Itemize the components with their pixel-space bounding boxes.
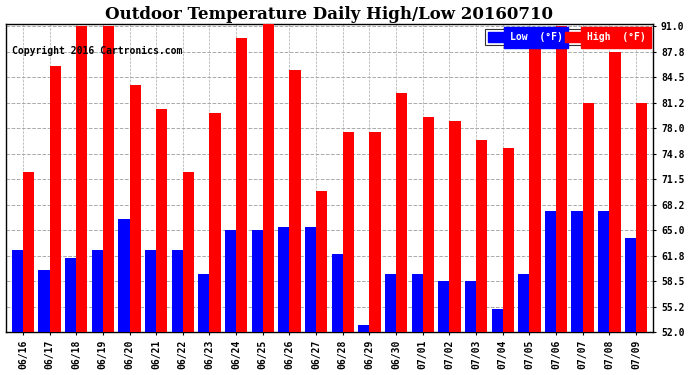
Bar [263, 22, 274, 332]
Bar [92, 250, 103, 332]
Bar [289, 70, 301, 332]
Bar [316, 191, 327, 332]
Bar [50, 66, 61, 332]
Bar [76, 27, 88, 332]
Bar [385, 274, 396, 332]
Bar [411, 274, 423, 332]
Bar [305, 226, 316, 332]
Bar [332, 254, 343, 332]
Bar [39, 270, 50, 332]
Bar [438, 281, 449, 332]
Bar [529, 46, 540, 332]
Bar [465, 281, 476, 332]
Bar [343, 132, 354, 332]
Bar [12, 250, 23, 332]
Bar [130, 85, 141, 332]
Bar [556, 27, 567, 332]
Bar [545, 211, 556, 332]
Bar [172, 250, 183, 332]
Bar [23, 172, 34, 332]
Bar [369, 132, 381, 332]
Bar [118, 219, 130, 332]
Bar [491, 309, 503, 332]
Legend: Low  (°F), High  (°F): Low (°F), High (°F) [485, 29, 649, 45]
Bar [183, 172, 194, 332]
Bar [582, 104, 594, 332]
Bar [358, 325, 369, 332]
Bar [609, 52, 620, 332]
Bar [571, 211, 582, 332]
Bar [503, 148, 514, 332]
Bar [145, 250, 156, 332]
Bar [476, 140, 487, 332]
Bar [449, 121, 461, 332]
Bar [396, 93, 407, 332]
Title: Outdoor Temperature Daily High/Low 20160710: Outdoor Temperature Daily High/Low 20160… [106, 6, 553, 22]
Bar [198, 274, 210, 332]
Bar [236, 38, 247, 332]
Bar [278, 226, 289, 332]
Bar [156, 109, 168, 332]
Text: Copyright 2016 Cartronics.com: Copyright 2016 Cartronics.com [12, 46, 182, 56]
Bar [65, 258, 76, 332]
Bar [624, 238, 636, 332]
Bar [636, 104, 647, 332]
Bar [518, 274, 529, 332]
Bar [598, 211, 609, 332]
Bar [210, 113, 221, 332]
Bar [103, 27, 114, 332]
Bar [225, 231, 236, 332]
Bar [423, 117, 434, 332]
Bar [252, 231, 263, 332]
